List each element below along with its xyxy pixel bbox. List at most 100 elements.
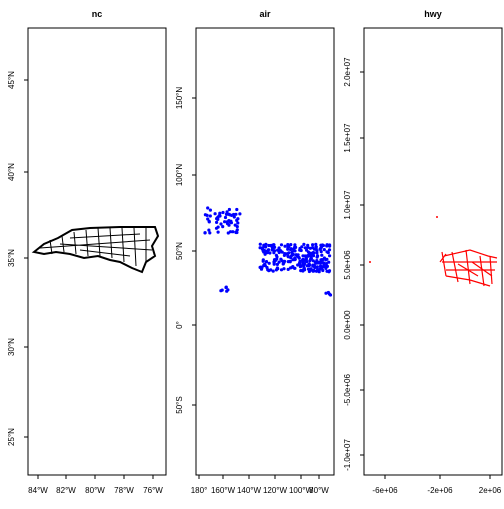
x-tick-label: 80°W — [309, 486, 329, 495]
air-point — [318, 260, 322, 264]
air-point — [309, 256, 313, 260]
y-tick-label: -5.0e+06 — [343, 374, 352, 406]
air-point — [280, 250, 284, 254]
x-tick-label: 78°W — [114, 486, 134, 495]
air-point — [293, 257, 297, 261]
air-point — [293, 243, 297, 247]
air-point — [231, 230, 235, 234]
air-point — [293, 245, 297, 249]
air-point — [289, 254, 293, 258]
y-tick-label: 5.0e+06 — [343, 250, 352, 280]
air-point — [321, 243, 325, 248]
air-point — [326, 251, 330, 255]
panel-title: nc — [92, 9, 103, 19]
air-point — [314, 269, 319, 273]
air-point — [299, 269, 303, 273]
air-point — [229, 219, 233, 223]
air-point — [307, 264, 311, 268]
air-point — [306, 267, 311, 271]
air-point — [279, 268, 284, 272]
y-tick-label: 2.0e+07 — [343, 57, 352, 87]
air-point — [305, 260, 309, 264]
y-tick-label: 1.0e+07 — [343, 190, 352, 220]
y-tick-label: -1.0e+07 — [343, 439, 352, 471]
air-point — [289, 243, 293, 247]
air-point — [213, 212, 217, 216]
air-point — [301, 254, 305, 258]
air-point — [283, 244, 287, 248]
air-point — [289, 248, 293, 252]
air-point — [267, 261, 271, 265]
air-point — [203, 231, 207, 235]
panel-title: hwy — [424, 9, 442, 19]
air-point — [325, 269, 329, 273]
x-tick-label: 140°W — [237, 486, 262, 495]
air-point — [315, 261, 319, 265]
air-point — [224, 285, 228, 290]
air-point — [223, 220, 227, 224]
y-tick-label: 45°N — [7, 71, 16, 89]
air-point — [319, 243, 323, 247]
x-tick-label: 76°W — [143, 486, 163, 495]
air-point — [215, 217, 219, 221]
x-tick-label: 160°W — [211, 486, 236, 495]
air-point — [322, 263, 326, 268]
air-point — [259, 265, 263, 269]
air-point — [328, 254, 332, 258]
air-point — [206, 206, 210, 210]
air-point — [234, 230, 238, 235]
air-point — [298, 265, 302, 269]
air-point — [261, 258, 265, 262]
x-tick-label: 120°W — [263, 486, 288, 495]
y-tick-label: 150°N — [175, 87, 184, 110]
air-point — [311, 251, 315, 255]
air-point — [291, 258, 295, 262]
air-point — [273, 245, 277, 249]
air-point — [313, 265, 317, 270]
air-point — [266, 249, 270, 253]
air-point — [310, 268, 314, 272]
air-point — [318, 267, 322, 271]
air-point — [233, 223, 237, 227]
air-point — [321, 268, 325, 273]
air-point — [322, 248, 326, 252]
air-point — [298, 248, 302, 252]
air-point — [230, 213, 234, 217]
air-point — [264, 260, 268, 264]
x-tick-label: 84°W — [28, 486, 48, 495]
nc-counties — [39, 227, 153, 267]
air-point — [324, 258, 328, 262]
air-point — [302, 266, 306, 270]
air-point — [314, 242, 318, 246]
air-point — [277, 250, 281, 255]
panel-frame — [27, 27, 167, 476]
air-point — [223, 215, 228, 220]
air-point — [320, 253, 324, 257]
air-point — [290, 265, 294, 269]
air-point — [328, 243, 332, 247]
air-point — [326, 290, 330, 295]
air-point — [258, 242, 262, 246]
air-point — [216, 225, 220, 229]
air-point — [286, 260, 290, 264]
air-point — [281, 260, 285, 264]
panel-frame — [363, 27, 503, 476]
air-point — [312, 247, 316, 251]
air-point — [282, 267, 286, 271]
air-point — [327, 260, 331, 264]
air-point — [225, 220, 229, 224]
y-tick-label: 40°N — [7, 163, 16, 181]
air-point — [324, 291, 328, 295]
air-point — [203, 213, 207, 217]
air-point — [262, 250, 266, 254]
air-point — [325, 264, 329, 268]
air-point — [236, 221, 240, 225]
air-point — [275, 262, 279, 266]
hwy-lines — [439, 249, 498, 287]
hwy-point — [369, 261, 371, 263]
air-point — [298, 259, 302, 263]
air-point — [302, 258, 306, 262]
air-point — [311, 243, 315, 247]
air-point — [315, 255, 319, 259]
x-tick-label: 82°W — [56, 486, 76, 495]
